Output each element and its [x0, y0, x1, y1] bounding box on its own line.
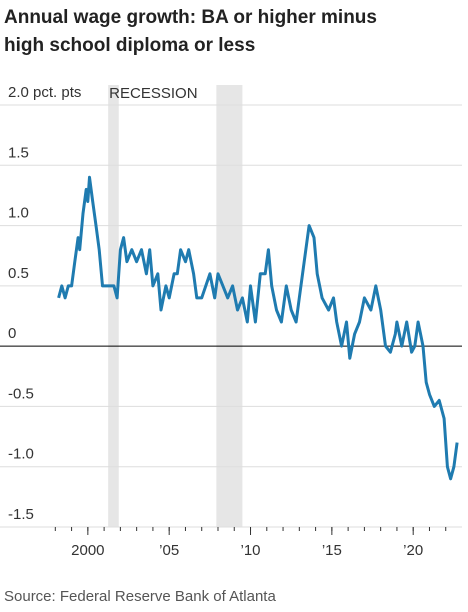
- x-tick-label: ’20: [403, 542, 423, 559]
- chart-title: Annual wage growth: BA or higher minus: [4, 7, 377, 28]
- y-tick-label: 0.5: [8, 265, 29, 282]
- y-tick-label: -0.5: [8, 385, 34, 402]
- y-tick-label: -1.5: [8, 506, 34, 523]
- chart-title: high school diploma or less: [4, 35, 255, 56]
- x-tick-label: ’10: [241, 542, 261, 559]
- y-tick-label: 2.0 pct. pts: [8, 84, 81, 101]
- line-series: [57, 175, 459, 481]
- y-tick-label: -1.0: [8, 446, 34, 463]
- x-tick-label: ’05: [159, 542, 179, 559]
- x-tick-label: ’15: [322, 542, 342, 559]
- y-tick-label: 0: [8, 325, 16, 342]
- source: Source: Federal Reserve Bank of Atlanta: [4, 588, 276, 605]
- y-tick-label: 1.0: [8, 205, 29, 222]
- x-tick-label: 2000: [71, 542, 104, 559]
- annotation: RECESSION: [109, 85, 197, 102]
- recession-band: [108, 85, 119, 527]
- y-tick-label: 1.5: [8, 144, 29, 161]
